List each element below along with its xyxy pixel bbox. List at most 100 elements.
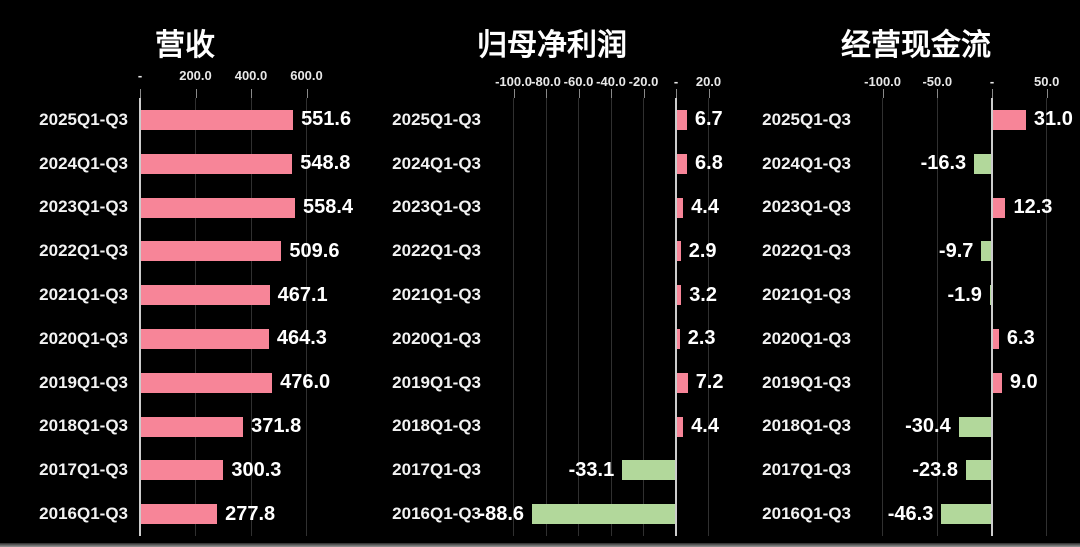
category-label: 2021Q1-Q3 — [762, 285, 851, 305]
category-label: 2024Q1-Q3 — [392, 153, 481, 173]
x-axis-tick-label: 400.0 — [234, 68, 268, 83]
value-label: 551.6 — [301, 108, 352, 131]
x-axis-tick-label: -100.0 — [495, 74, 532, 89]
x-axis-tick-label: -100.0 — [864, 74, 902, 89]
value-label: -30.4 — [905, 414, 951, 437]
x-axis-tick-mark — [992, 89, 993, 98]
bar — [992, 109, 1026, 130]
bar — [140, 197, 295, 218]
value-label: 6.8 — [695, 152, 723, 175]
x-axis-tick-mark — [611, 89, 612, 98]
bar — [958, 416, 992, 437]
x-axis-tick-mark — [643, 89, 645, 98]
category-label: 2024Q1-Q3 — [762, 153, 851, 173]
category-label: 2020Q1-Q3 — [39, 328, 128, 348]
x-axis-tick-label: -20.0 — [628, 74, 659, 89]
bar — [992, 372, 1002, 393]
value-label: 6.7 — [694, 108, 723, 131]
value-label: 558.4 — [302, 195, 354, 218]
zero-axis-line — [139, 98, 141, 536]
value-label: -88.6 — [478, 502, 525, 525]
category-label: 2017Q1-Q3 — [762, 460, 851, 480]
bar — [622, 460, 676, 481]
category-label: 2023Q1-Q3 — [39, 197, 128, 217]
category-label: 2023Q1-Q3 — [762, 197, 851, 217]
x-axis-tick-label: 600.0 — [290, 68, 323, 83]
gridline — [195, 98, 196, 536]
category-label: 2017Q1-Q3 — [39, 460, 128, 480]
gridline — [1046, 98, 1048, 536]
value-label: 4.4 — [691, 195, 719, 218]
bar — [989, 285, 992, 306]
value-label: 7.2 — [695, 371, 724, 394]
value-label: 2.3 — [687, 327, 716, 350]
gridline — [643, 98, 644, 536]
bar — [676, 109, 687, 130]
value-label: -16.3 — [920, 152, 967, 175]
category-label: 2016Q1-Q3 — [392, 504, 481, 524]
category-label: 2025Q1-Q3 — [39, 109, 128, 129]
zero-axis-line — [991, 98, 993, 536]
gridline — [708, 98, 709, 536]
category-label: 2020Q1-Q3 — [762, 328, 851, 348]
value-label: 2.9 — [688, 239, 717, 262]
x-axis-tick-label: -80.0 — [531, 74, 561, 89]
value-label: 467.1 — [277, 283, 328, 306]
value-label: 464.3 — [276, 327, 327, 350]
x-axis-tick-label: -40.0 — [596, 74, 626, 89]
category-label: 2022Q1-Q3 — [762, 241, 851, 261]
bar — [676, 416, 684, 437]
bar — [532, 504, 676, 525]
category-label: 2023Q1-Q3 — [392, 197, 481, 217]
x-axis-tick-label: 20.0 — [695, 74, 722, 89]
x-axis-tick-label: - — [673, 74, 679, 89]
gridline — [882, 98, 884, 536]
value-label: -46.3 — [887, 502, 934, 525]
bar — [974, 153, 992, 174]
value-label: 12.3 — [1013, 195, 1053, 218]
gridline — [610, 98, 612, 536]
value-label: 31.0 — [1033, 108, 1073, 131]
bar — [676, 197, 684, 218]
value-label: 476.0 — [280, 371, 331, 394]
value-label: -33.1 — [568, 458, 615, 481]
category-label: 2016Q1-Q3 — [762, 504, 851, 524]
gridline — [578, 98, 579, 536]
value-label: -23.8 — [912, 458, 958, 481]
category-label: 2017Q1-Q3 — [392, 460, 481, 480]
value-label: 509.6 — [289, 239, 340, 262]
x-axis-tick-label: - — [989, 74, 995, 89]
value-label: -1.9 — [947, 283, 982, 306]
bar — [992, 328, 999, 349]
bar — [676, 241, 681, 262]
category-label: 2016Q1-Q3 — [39, 504, 128, 524]
x-axis-tick-label: -50.0 — [922, 74, 953, 89]
category-label: 2019Q1-Q3 — [392, 372, 481, 392]
bar — [140, 372, 273, 393]
x-axis-tick-label: 50.0 — [1034, 74, 1060, 89]
category-label: 2018Q1-Q3 — [39, 416, 128, 436]
x-axis-tick-mark — [1046, 89, 1048, 98]
value-label: 548.8 — [300, 152, 351, 175]
x-axis-tick-mark — [578, 89, 580, 98]
bar — [140, 460, 224, 481]
bar — [676, 285, 682, 306]
category-label: 2022Q1-Q3 — [392, 241, 481, 261]
category-label: 2018Q1-Q3 — [392, 416, 481, 436]
x-axis-tick-mark — [937, 89, 939, 98]
category-label: 2020Q1-Q3 — [392, 328, 481, 348]
bottom-border — [0, 543, 1080, 547]
x-axis-tick-label: -60.0 — [563, 74, 594, 89]
gridline — [545, 98, 547, 536]
category-label: 2021Q1-Q3 — [392, 285, 481, 305]
value-label: 300.3 — [231, 458, 282, 481]
zero-axis-line — [675, 98, 677, 536]
gridline — [306, 98, 307, 536]
value-label: 3.2 — [689, 283, 717, 306]
value-label: -9.7 — [938, 239, 974, 262]
x-axis-tick-mark — [251, 89, 252, 98]
category-label: 2025Q1-Q3 — [392, 109, 481, 129]
x-axis-tick-mark — [306, 89, 308, 98]
bar — [140, 241, 282, 262]
